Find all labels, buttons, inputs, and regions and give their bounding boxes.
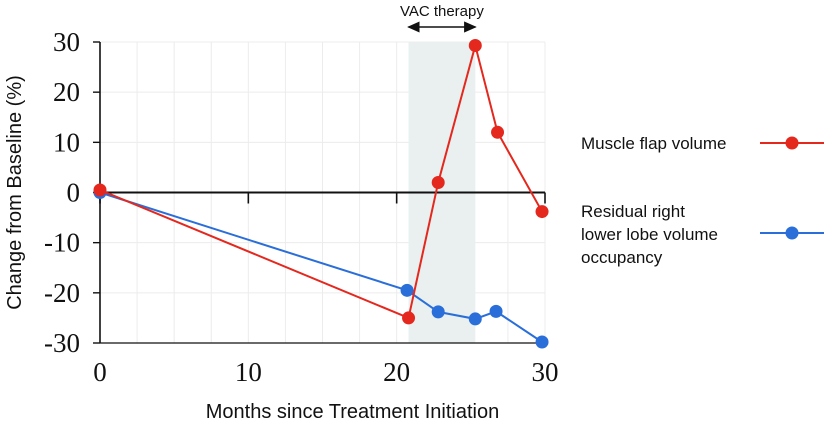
legend-label-line: lower lobe volume [581, 225, 718, 244]
axes: 30 20 10 0 -10 -20 -30 0 10 20 30 [44, 27, 559, 387]
legend-label-residual-lobe: Residual right lower lobe volume occupancy [581, 202, 718, 267]
legend: Muscle flap volume Residual right lower lo… [581, 134, 824, 267]
data-point [489, 304, 503, 318]
y-tick-label: -20 [44, 278, 80, 308]
legend-label-line: Residual right [581, 202, 685, 221]
data-point [400, 283, 414, 297]
y-tick-label: -10 [44, 228, 80, 258]
y-tick-label: 0 [67, 178, 81, 208]
data-point [535, 205, 549, 219]
data-point [431, 305, 445, 319]
y-axis-title: Change from Baseline (%) [4, 75, 26, 310]
x-tick-label: 0 [93, 357, 107, 387]
vac-therapy-label: VAC therapy [400, 3, 484, 20]
legend-marker-residual-lobe [785, 226, 799, 240]
data-point [402, 311, 416, 325]
x-tick-label: 30 [532, 357, 559, 387]
data-point [431, 175, 445, 189]
series-line [99, 191, 543, 343]
data-point [468, 312, 482, 326]
data-point [491, 125, 505, 139]
y-tick-label: 20 [53, 77, 80, 107]
data-point [93, 183, 107, 197]
y-tick-label: -30 [44, 328, 80, 358]
x-axis-title: Months since Treatment Initiation [206, 401, 499, 423]
x-tick-label: 10 [235, 357, 262, 387]
labels: Months since Treatment Initiation Change… [4, 3, 499, 423]
series [93, 39, 549, 349]
y-tick-label: 30 [53, 27, 80, 57]
legend-label-muscle-flap: Muscle flap volume [581, 134, 727, 153]
legend-label-line: occupancy [581, 248, 663, 267]
data-point [468, 39, 482, 53]
y-tick-label: 10 [53, 127, 80, 157]
data-point [535, 335, 549, 349]
legend-marker-muscle-flap [785, 136, 799, 150]
series-line [99, 41, 543, 320]
x-tick-label: 20 [383, 357, 410, 387]
